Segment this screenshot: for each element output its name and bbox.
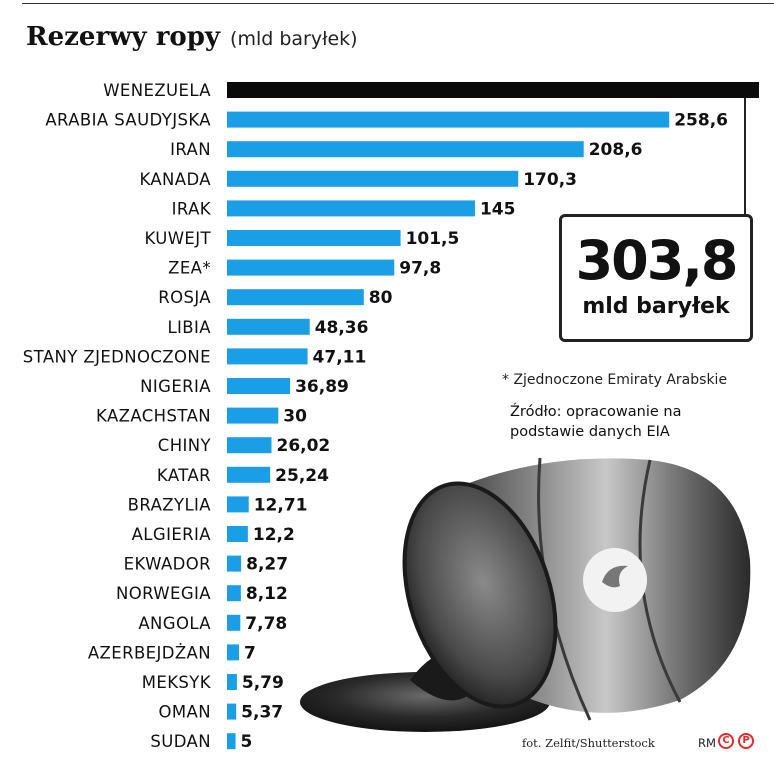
category-label: ZEA* — [168, 259, 211, 278]
bar — [227, 555, 242, 572]
source-note: Źródło: opracowanie na podstawie danych … — [510, 404, 682, 440]
value-label: 5,79 — [242, 673, 284, 693]
chart-title-block: Rezerwy ropy (mld baryłek) — [26, 22, 358, 52]
bar-highlight — [227, 82, 759, 98]
bar — [227, 200, 475, 217]
category-label: BRAZYLIA — [128, 495, 212, 514]
value-label: 5,37 — [241, 703, 283, 723]
value-label: 12,2 — [253, 525, 295, 545]
bar — [227, 111, 670, 128]
category-label: ROSJA — [158, 288, 211, 307]
category-label: KAZACHSTAN — [96, 407, 211, 426]
category-label: NIGERIA — [140, 377, 211, 396]
value-label: 145 — [480, 199, 516, 219]
bar — [227, 437, 272, 454]
value-label: 8,27 — [246, 555, 288, 575]
value-label: 7 — [244, 643, 256, 663]
category-label: OMAN — [159, 703, 211, 722]
top-rule — [22, 3, 774, 4]
category-label: ARABIA SAUDYJSKA — [45, 111, 211, 130]
category-label: ANGOLA — [138, 614, 211, 633]
bar — [227, 289, 364, 306]
category-label: CHINY — [158, 436, 212, 455]
bar — [227, 526, 248, 542]
callout-value: 303,8 — [575, 229, 739, 292]
value-label: 258,6 — [674, 111, 728, 131]
value-label: 208,6 — [589, 140, 643, 160]
highlight-callout: 303,8 mld baryłek — [559, 214, 753, 342]
value-label: 25,24 — [275, 466, 329, 486]
category-label: KATAR — [157, 466, 211, 485]
value-label: 26,02 — [276, 436, 330, 456]
value-label: 47,11 — [313, 347, 367, 367]
category-label: STANY ZJEDNOCZONE — [23, 347, 211, 366]
category-label: EKWADOR — [124, 555, 211, 574]
photo-credit: fot. Zelfit/Shutterstock — [522, 736, 655, 750]
footnote: * Zjednoczone Emiraty Arabskie — [502, 372, 728, 388]
oil-barrel-illustration — [300, 457, 751, 732]
category-label: AZERBEJDŻAN — [88, 643, 211, 662]
bar — [227, 170, 519, 187]
copyright-p-icon: P — [738, 733, 754, 749]
category-label: KANADA — [139, 170, 211, 189]
category-label: ALGIERIA — [132, 525, 212, 544]
bar — [227, 378, 291, 394]
bar — [227, 407, 279, 424]
category-label: NORWEGIA — [116, 584, 211, 603]
category-label: IRAK — [172, 199, 212, 218]
category-label: IRAN — [170, 140, 211, 159]
category-label: SUDAN — [150, 732, 211, 751]
value-label: 170,3 — [523, 170, 577, 190]
chart-unit: (mld baryłek) — [230, 28, 358, 50]
category-label: LIBIA — [167, 318, 211, 337]
value-label: 101,5 — [406, 229, 460, 249]
bar — [227, 644, 239, 661]
value-label: 30 — [283, 407, 307, 427]
chart-title: Rezerwy ropy — [26, 22, 221, 52]
bar — [227, 703, 237, 720]
value-label: 8,12 — [246, 584, 288, 604]
category-label: KUWEJT — [144, 229, 211, 248]
bar — [227, 496, 249, 513]
bar — [227, 674, 237, 690]
value-label: 97,8 — [399, 259, 441, 279]
bar — [227, 259, 395, 276]
callout-unit: mld baryłek — [582, 294, 730, 319]
value-label: 7,78 — [245, 614, 287, 634]
value-label: 12,71 — [254, 495, 308, 515]
value-label: 5 — [241, 732, 253, 752]
value-label: 80 — [369, 288, 393, 308]
value-label: 48,36 — [315, 318, 369, 338]
value-label: 36,89 — [295, 377, 349, 397]
bar — [227, 614, 241, 631]
bar — [227, 318, 310, 335]
copyright-c-icon: C — [718, 733, 734, 749]
bar — [227, 585, 241, 602]
category-label: MEKSYK — [142, 673, 212, 692]
bar — [227, 733, 236, 750]
category-label: WENEZUELA — [103, 81, 211, 100]
rm-mark: RM — [698, 736, 716, 750]
bar — [227, 230, 401, 246]
barrel-lid — [402, 481, 558, 709]
bar — [227, 466, 271, 483]
bar — [227, 348, 308, 365]
bar — [227, 141, 584, 158]
